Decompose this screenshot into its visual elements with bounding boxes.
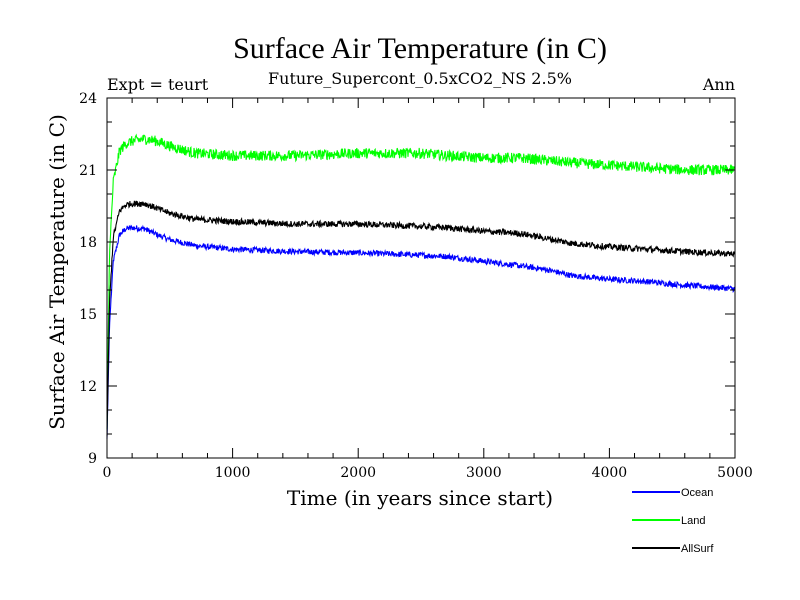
legend-label-land: Land: [681, 515, 705, 527]
x-axis-label: Time (in years since start): [287, 486, 553, 510]
x-tick-label: 2000: [340, 465, 376, 481]
series-line-ocean: [106, 224, 736, 439]
chart-title: Surface Air Temperature (in C): [233, 32, 607, 65]
y-tick-label: 24: [79, 91, 97, 107]
x-tick-label: 5000: [717, 465, 753, 481]
y-tick-label: 12: [79, 379, 97, 395]
x-tick-label: 3000: [466, 465, 502, 481]
season-label: Ann: [702, 75, 735, 94]
y-tick-label: 21: [79, 163, 97, 179]
series-line-land: [106, 133, 736, 430]
series-layer: [106, 133, 736, 439]
y-tick-label: 9: [88, 451, 97, 467]
plot-frame: [106, 97, 736, 459]
legend-label-ocean: Ocean: [681, 487, 713, 499]
y-tick-label: 18: [79, 235, 97, 251]
x-tick-label: 1000: [215, 465, 251, 481]
legend-label-allsurf: AllSurf: [681, 543, 714, 555]
legend: Ocean Land AllSurf: [632, 487, 714, 555]
experiment-label: Expt = teurt: [107, 75, 209, 94]
series-line-allsurf: [106, 200, 736, 437]
y-tick-label: 15: [79, 307, 97, 323]
x-tick-label: 4000: [592, 465, 628, 481]
axes-layer: 0 1000 2000 3000 4000 5000 9 12 15 18 21 24: [79, 91, 753, 481]
y-axis-label: Surface Air Temperature (in C): [45, 114, 69, 430]
x-tick-label: 0: [103, 465, 112, 481]
chart-subtitle: Future_Supercont_0.5xCO2_NS 2.5%: [268, 69, 572, 88]
